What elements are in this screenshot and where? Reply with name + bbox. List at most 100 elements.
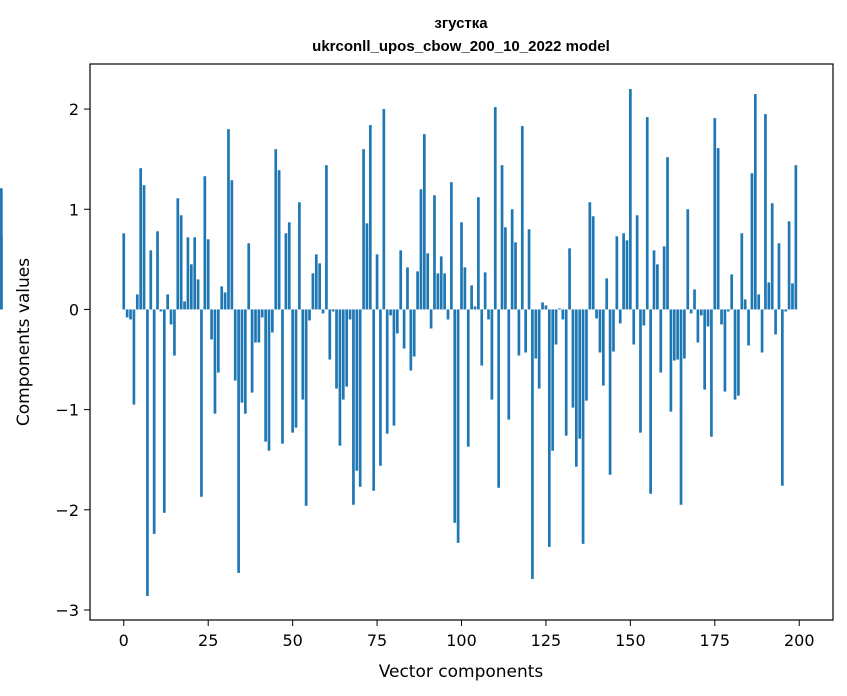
bar-151 xyxy=(632,309,636,345)
bar-87 xyxy=(416,271,419,310)
bar-54 xyxy=(304,309,308,506)
bar-35 xyxy=(240,309,244,403)
bar-174 xyxy=(710,309,713,437)
bar-176 xyxy=(716,148,720,310)
bar-21 xyxy=(193,237,197,310)
bar-139 xyxy=(591,216,595,310)
bar-143 xyxy=(605,278,609,310)
bar-89 xyxy=(423,134,426,310)
bar-164 xyxy=(676,309,679,360)
bar-165 xyxy=(679,309,683,505)
bar-51 xyxy=(294,309,298,428)
bar-77 xyxy=(382,109,386,310)
bar-84 xyxy=(406,267,409,310)
bar-121 xyxy=(531,309,534,579)
bar-122 xyxy=(534,309,538,359)
bar-74 xyxy=(372,309,376,491)
bar-92 xyxy=(433,195,436,310)
bar-34 xyxy=(237,309,240,573)
bar-102 xyxy=(466,309,470,447)
bar-60 xyxy=(325,165,328,310)
y-tick-label: −3 xyxy=(55,601,79,620)
bar-33 xyxy=(233,309,237,381)
bar-138 xyxy=(588,202,592,310)
bar-62 xyxy=(331,309,335,312)
bar-32 xyxy=(230,180,234,310)
bar-52 xyxy=(298,202,301,310)
bar-20 xyxy=(189,264,193,310)
bar-126 xyxy=(547,309,551,547)
bar-158 xyxy=(656,264,659,310)
bar-160 xyxy=(662,246,666,310)
bar-31 xyxy=(227,129,230,310)
bar-195 xyxy=(780,309,784,486)
bar-153 xyxy=(639,309,642,433)
y-tick-label: 0 xyxy=(69,300,79,319)
bar-series xyxy=(0,89,798,596)
bar-128 xyxy=(554,309,558,345)
bar-23 xyxy=(200,309,203,497)
bar-186 xyxy=(750,173,754,310)
bar-110 xyxy=(493,107,497,310)
chart-title: згустка xyxy=(434,15,488,32)
bar-199 xyxy=(794,165,798,310)
bar-36 xyxy=(244,309,247,414)
bar-129 xyxy=(558,308,561,310)
bar-11 xyxy=(159,309,163,312)
bar-64 xyxy=(338,309,342,446)
bar-141 xyxy=(598,309,602,353)
bar-171 xyxy=(699,309,703,316)
bar-86 xyxy=(412,309,416,357)
bar-39 xyxy=(254,309,257,343)
bar-85 xyxy=(409,309,413,371)
y-tick-label: −1 xyxy=(55,401,79,420)
x-tick-label: 150 xyxy=(615,631,646,650)
bar-135 xyxy=(578,309,582,439)
bar-40 xyxy=(257,309,261,343)
bar-198 xyxy=(791,283,794,310)
bar-194 xyxy=(777,243,781,310)
bar-65 xyxy=(341,309,345,400)
bar-152 xyxy=(635,215,639,310)
bar-59 xyxy=(321,309,325,314)
bar-81 xyxy=(395,309,399,334)
bar-7 xyxy=(146,309,149,596)
x-tick-label: 0 xyxy=(119,631,129,650)
bar-17 xyxy=(179,215,183,310)
bar-136 xyxy=(581,309,585,544)
bar-173 xyxy=(706,309,710,327)
bar-101 xyxy=(463,267,467,310)
bar-131 xyxy=(564,309,568,436)
bar-133 xyxy=(571,309,575,408)
x-tick-label: 175 xyxy=(700,631,731,650)
bar-91 xyxy=(429,309,433,329)
bar-148 xyxy=(622,233,625,310)
bar-53 xyxy=(301,309,305,400)
bar-30 xyxy=(223,292,227,310)
bar-106 xyxy=(480,309,484,366)
bar-22 xyxy=(196,279,200,310)
bar-4 xyxy=(135,294,139,310)
bar-182 xyxy=(737,309,740,396)
y-tick-label: 2 xyxy=(69,100,79,119)
bar-166 xyxy=(683,309,686,359)
bar-185 xyxy=(747,309,750,346)
bar-193 xyxy=(774,309,777,335)
bar-127 xyxy=(551,309,555,451)
bar-38 xyxy=(250,309,254,393)
bar-113 xyxy=(504,227,507,310)
bar-47 xyxy=(281,309,284,444)
bar-140 xyxy=(595,309,598,319)
bar-117 xyxy=(517,309,521,356)
bar-66 xyxy=(345,309,349,387)
bar-181 xyxy=(733,309,737,400)
x-tick-label: 100 xyxy=(446,631,477,650)
bar-73 xyxy=(368,125,372,310)
bar-93 xyxy=(436,273,440,310)
bar-189 xyxy=(760,309,764,353)
bar-76 xyxy=(379,309,382,466)
bar-88 xyxy=(419,189,423,310)
x-tick-label: 200 xyxy=(784,631,815,650)
bar-63 xyxy=(335,309,338,389)
